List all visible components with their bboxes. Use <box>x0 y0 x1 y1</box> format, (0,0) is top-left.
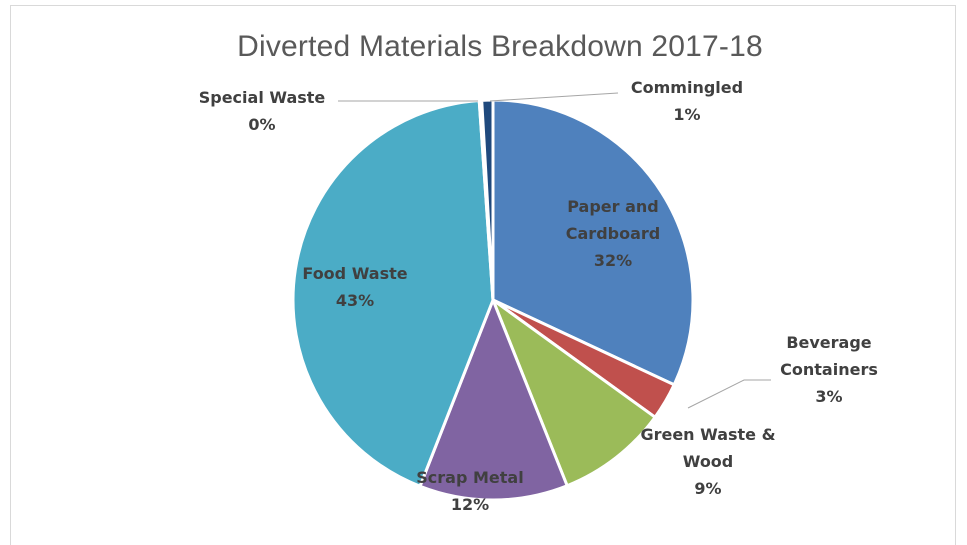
pie-slices <box>291 98 695 502</box>
leader-line-beverage-containers <box>687 379 771 409</box>
leader-line-commingled <box>489 92 619 102</box>
pie-slice-commingled <box>480 98 495 302</box>
data-label-scrap-metal: Scrap Metal 12% <box>416 468 523 514</box>
data-label-green-waste-wood: Green Waste & Wood 9% <box>640 425 775 498</box>
data-label-paper-and-cardboard: Paper and Cardboard 32% <box>566 197 660 270</box>
pie-slice-food-waste <box>291 98 495 488</box>
pie-slice-scrap-metal <box>418 298 569 502</box>
pie-slice-paper-and-cardboard <box>491 98 695 387</box>
data-label-beverage-containers: Beverage Containers 3% <box>780 333 878 406</box>
pie-slice-green-waste-wood <box>491 298 657 488</box>
data-label-food-waste: Food Waste 43% <box>302 264 407 310</box>
data-label-commingled: Commingled 1% <box>631 78 743 124</box>
chart-title: Diverted Materials Breakdown 2017-18 <box>237 30 763 63</box>
pie-chart: Paper and Cardboard 32% Beverage Containers 3… <box>199 78 878 514</box>
data-label-special-waste: Special Waste 0% <box>199 88 326 134</box>
